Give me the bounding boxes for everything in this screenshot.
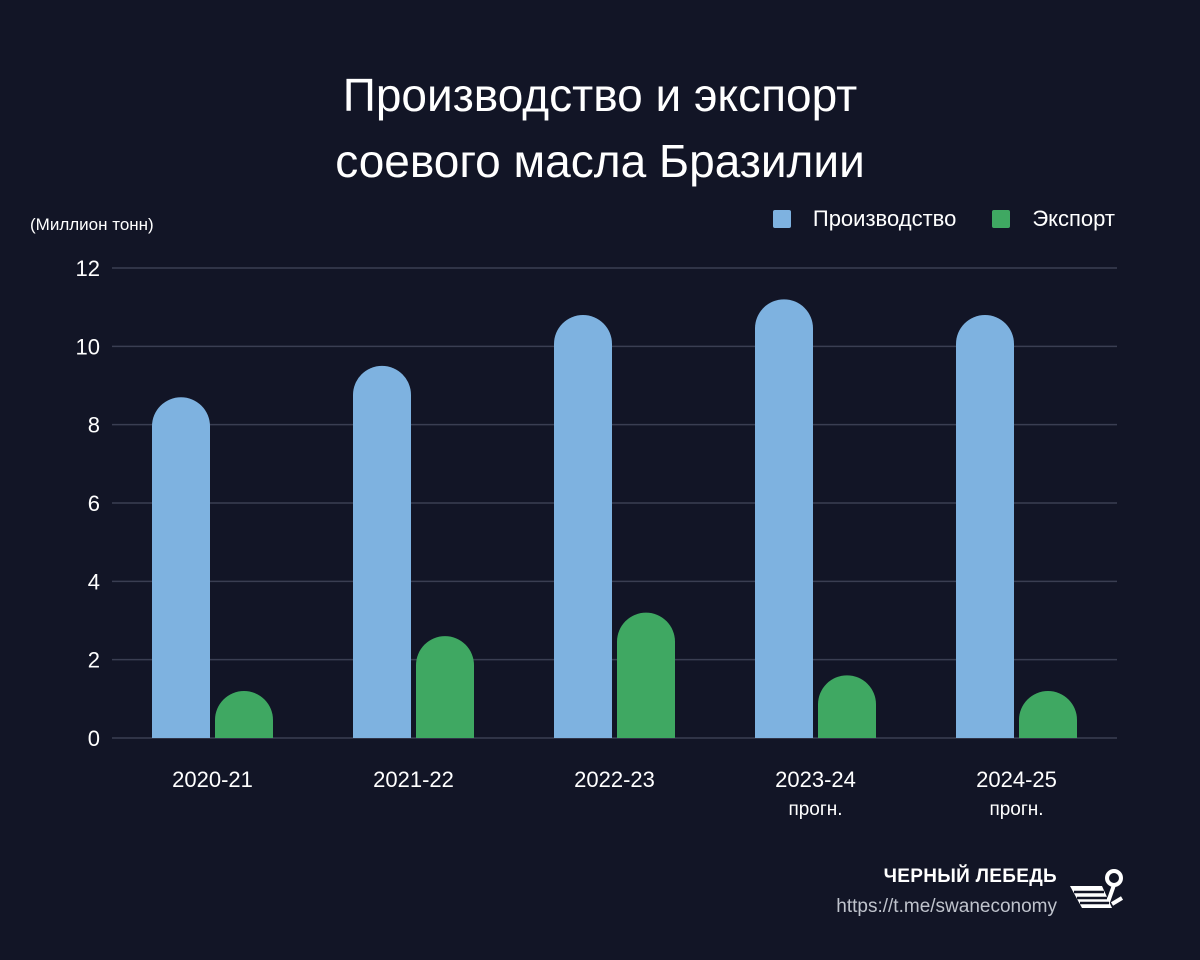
footer-link[interactable]: https://t.me/swaneconomy <box>836 896 1057 917</box>
y-tick-label: 4 <box>88 569 100 594</box>
y-tick-label: 12 <box>76 256 100 281</box>
chart-title: Производство и экспорт соевого масла Бра… <box>0 62 1200 194</box>
x-tick-sublabel: прогн. <box>788 799 842 820</box>
x-tick-label: 2024-25 <box>976 767 1057 792</box>
y-tick-label: 2 <box>88 648 100 673</box>
production-bar <box>353 365 411 738</box>
legend-item-production: Производство <box>772 206 957 232</box>
chart-legend: Производство Экспорт <box>737 206 1115 232</box>
y-tick-label: 8 <box>88 413 100 438</box>
x-tick-label: 2023-24 <box>775 767 856 792</box>
x-tick-label: 2021-22 <box>373 767 454 792</box>
legend-label-export: Экспорт <box>1032 206 1115 231</box>
x-tick-label: 2022-23 <box>574 767 655 792</box>
export-bar <box>818 675 876 738</box>
export-bar <box>416 636 474 738</box>
y-tick-label: 6 <box>88 491 100 516</box>
x-tick-label: 2020-21 <box>172 767 253 792</box>
legend-swatch-export <box>992 210 1011 228</box>
export-bar <box>617 612 675 738</box>
swan-logo-icon <box>1070 869 1124 908</box>
chart-title-line-1: Производство и экспорт <box>342 69 858 121</box>
production-bar <box>554 315 612 738</box>
footer-brand: ЧЕРНЫЙ ЛЕБЕДЬ <box>883 866 1057 887</box>
legend-label-production: Производство <box>812 206 957 231</box>
export-bar <box>1019 691 1077 738</box>
production-bar <box>152 397 210 738</box>
production-bar <box>755 299 813 738</box>
production-bar <box>956 315 1014 738</box>
y-axis-unit-label: (Миллион тонн) <box>30 215 154 234</box>
legend-item-export: Экспорт <box>992 206 1115 232</box>
y-tick-label: 0 <box>88 726 100 751</box>
chart-title-line-2: соевого масла Бразилии <box>335 135 865 187</box>
legend-swatch-production <box>772 210 791 228</box>
x-tick-sublabel: прогн. <box>989 799 1043 820</box>
y-tick-label: 10 <box>76 334 100 359</box>
export-bar <box>215 691 273 738</box>
